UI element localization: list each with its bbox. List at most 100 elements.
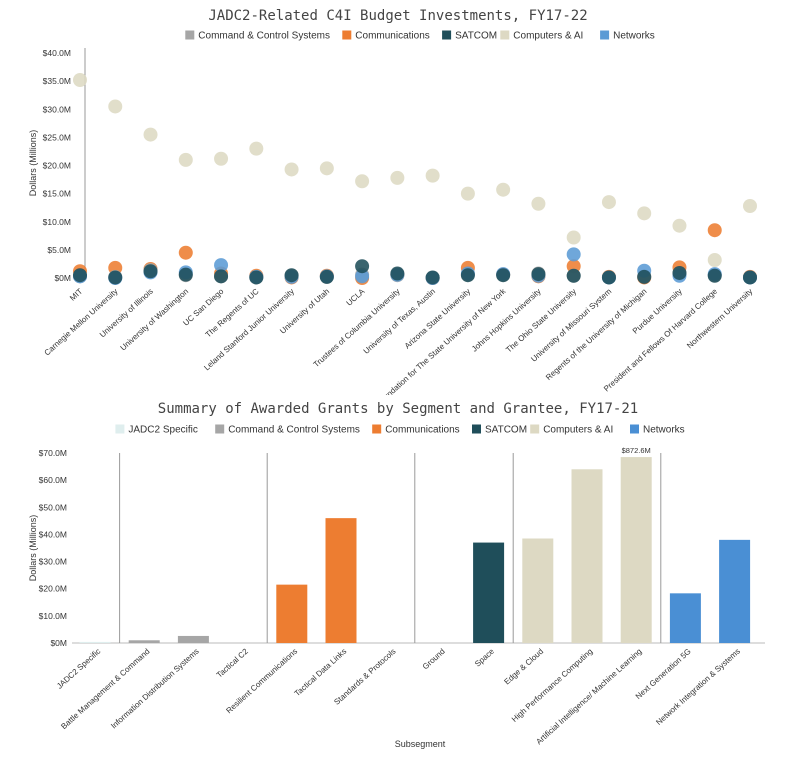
chart1-y-tick-label: $20.0M [43,161,71,171]
point-satcom-johns-hopkins-university [531,267,546,282]
bar-information-distribution-systems [177,635,209,643]
bar-high-performance-computing [571,469,603,643]
point-networks-ucla [355,269,370,284]
x-category-artificial-intelligence-machine-learning: Artificial Intelligence/ Machine Learnin… [534,647,643,747]
bar-edge-cloud [522,538,554,643]
legend-swatch-computers-ai [530,424,540,434]
point-networks-the-ohio-state-university [566,247,581,262]
chart2-y-tick-label: $20.0M [39,584,67,594]
point-computers-ai-arizona-state-university [460,186,475,201]
x-category-ground: Ground [421,647,447,672]
chart2-y-ticks: $0M $10.0M $20.0M $30.0M $40.0M $50.0M $60.0M $… [39,448,67,648]
chart2-y-tick-label: $70.0M [39,448,67,458]
point-satcom-regents-of-the-university-of-michigan [637,269,652,284]
point-satcom-purdue-university [672,265,687,280]
point-satcom-university-of-washington [178,267,193,282]
chart1-y-tick-label: $0M [54,273,71,283]
bar-chart: Summary of Awarded Grants by Segment and… [28,401,765,749]
bar-jadc2-specific [79,641,111,643]
chart1-y-tick-label: $5.0M [47,245,71,255]
x-category-tactical-data-links: Tactical Data Links [293,647,349,698]
point-satcom-uc-san-diego [214,269,229,284]
point-computers-ai-university-of-utah [319,161,334,176]
chart2-y-tick-label: $10.0M [39,611,67,621]
chart1-title: JADC2-Related C4I Budget Investments, FY… [208,8,587,24]
point-computers-ai-uc-san-diego [214,151,229,166]
chart2-x-axis-label: Subsegment [395,739,446,749]
point-satcom-university-of-texas-austin [425,270,440,285]
legend-label-command-control-systems: Command & Control Systems [228,425,360,436]
legend-swatch-communications [372,424,382,434]
chart2-legend: JADC2 Specific Command & Control Systems C… [115,424,685,436]
x-category-tactical-c2: Tactical C2 [215,646,251,679]
bar-network-integration-systems [719,539,751,643]
chart1-y-tick-label: $10.0M [43,217,71,227]
legend-label-computers-ai: Computers & AI [513,31,583,42]
point-satcom-research-foundation-for-the-state-university-of-new-york [496,268,511,283]
legend-label-communications: Communications [385,425,459,436]
chart2-segment-separators [119,453,662,643]
bar-tactical-data-links [325,518,357,643]
point-computers-ai-carnegie-mellon-university [108,99,123,114]
point-satcom-mit [73,268,87,283]
legend-swatch-command-control-systems [185,30,195,40]
bar-next-generation-5g [669,593,701,643]
point-communications-the-ohio-state-university [566,259,581,274]
x-category-ucla: UCLA [345,286,367,307]
legend-label-jadc2-specific: JADC2 Specific [128,425,197,436]
bar-battle-management-command [128,640,160,643]
point-communications-president-and-fellows-of-harvard-college [707,223,722,238]
point-computers-ai-trustees-of-columbia-university [390,170,405,185]
point-satcom-arizona-state-university [460,268,475,283]
legend-swatch-communications [342,30,352,40]
chart1-y-ticks: $0M $5.0M $10.0M $15.0M $20.0M $25.0M $30.0M $3… [43,48,71,283]
chart2-bars: $872.6M [79,446,751,643]
point-computers-ai-mit [73,73,87,87]
point-computers-ai-the-ohio-state-university [566,230,581,245]
x-category-the-ohio-state-university: The Ohio State University [504,287,578,355]
x-category-mit: MIT [68,287,84,303]
chart1-y-tick-label: $30.0M [43,104,71,114]
chart1-y-tick-label: $40.0M [43,48,71,58]
legend-label-computers-ai: Computers & AI [543,425,613,436]
point-computers-ai-purdue-university [672,218,687,233]
legend-swatch-satcom [442,30,452,40]
point-satcom-ucla [355,259,370,274]
chart1-y-tick-label: $35.0M [43,76,71,86]
bar-space [473,542,505,643]
point-computers-ai-leland-stanford-junior-university [284,162,299,177]
point-computers-ai-university-of-texas-austin [425,168,440,183]
point-satcom-university-of-utah [319,269,334,284]
point-computers-ai-northwestern-university [743,199,757,213]
bar-annotation: $872.6M [622,446,651,455]
chart1-y-axis-label: Dollars (Millions) [28,130,38,197]
point-satcom-the-regents-of-uc [249,270,264,285]
point-networks-uc-san-diego [214,258,229,273]
chart1-y-tick-label: $25.0M [43,132,71,142]
legend-swatch-command-control-systems [215,424,225,434]
legend-swatch-networks [600,30,610,40]
chart1-y-tick-label: $15.0M [43,189,71,199]
point-computers-ai-university-of-washington [178,152,193,167]
x-category-university-of-texas-austin: University of Texas, Austin [362,287,437,356]
chart1-points [73,73,757,285]
chart2-y-axis-label: Dollars (Millions) [28,515,38,582]
chart2-y-tick-label: $50.0M [39,502,67,512]
chart2-y-tick-label: $30.0M [39,557,67,567]
chart1-legend: Command & Control Systems Communications S… [185,30,655,42]
x-category-jadc2-specific: JADC2 Specific [55,647,102,691]
legend-label-satcom: SATCOM [485,425,527,436]
x-category-battle-management-command: Battle Management & Command [59,647,151,731]
x-category-space: Space [473,646,496,668]
point-satcom-leland-stanford-junior-university [284,268,299,283]
point-communications-university-of-washington [178,245,193,260]
point-satcom-carnegie-mellon-university [108,270,123,285]
point-computers-ai-the-regents-of-uc [249,141,264,156]
legend-swatch-networks [630,424,639,434]
x-category-arizona-state-university: Arizona State University [403,287,472,351]
legend-label-networks: Networks [643,425,685,436]
chart2-y-tick-label: $0M [50,638,67,648]
point-satcom-university-of-missouri-system [601,270,616,285]
